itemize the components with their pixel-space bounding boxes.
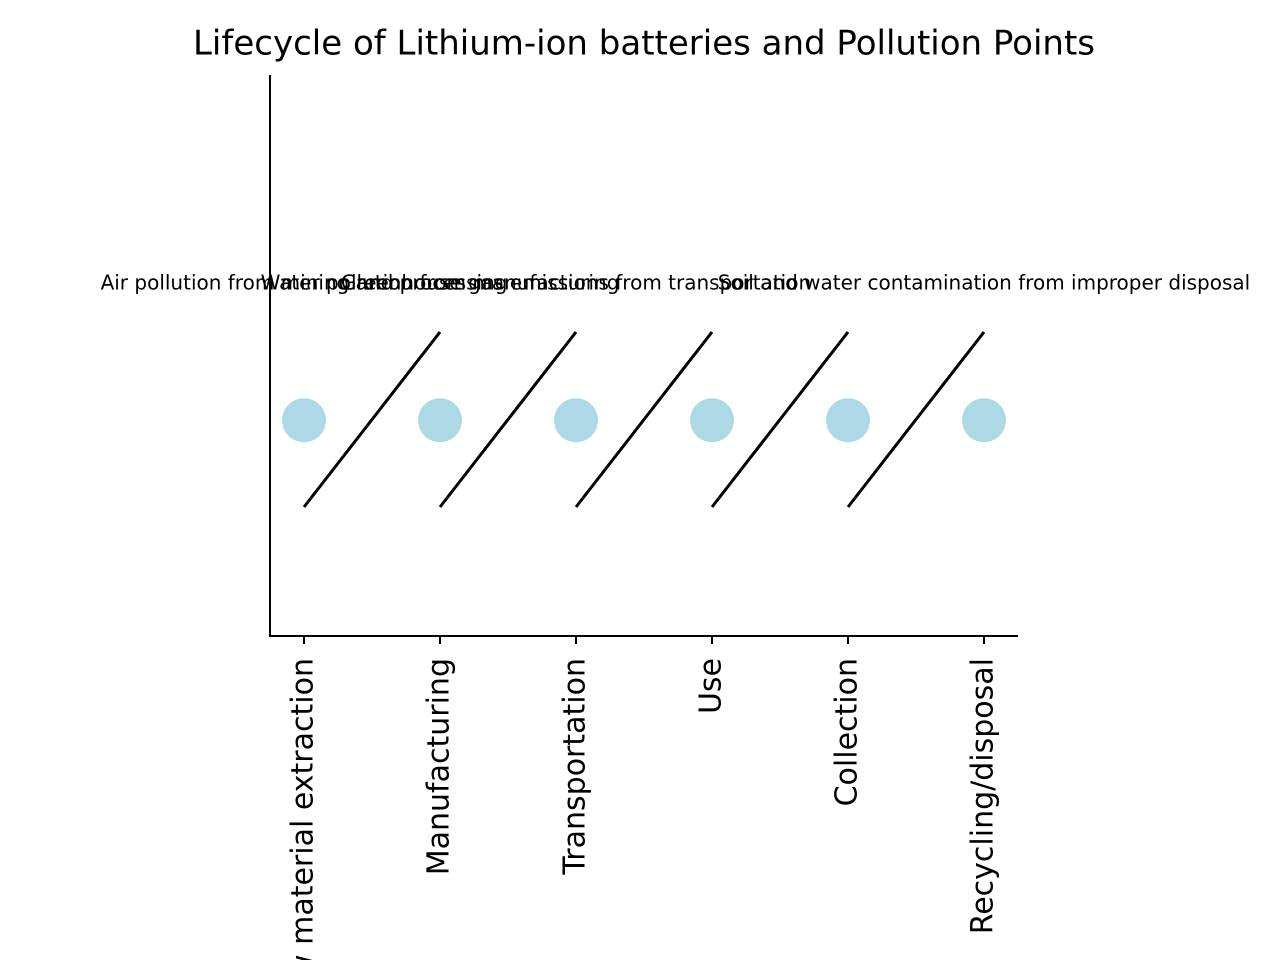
chart-title: Lifecycle of Lithium-ion batteries and P…: [193, 24, 1095, 64]
x-tick-label: Recycling/disposal: [966, 658, 1001, 934]
annotation: Greenhouse gas emissions from transporta…: [341, 271, 811, 295]
point: [826, 398, 870, 443]
connector: [302, 331, 442, 508]
annotation: Soil and water contamination from improp…: [718, 271, 1250, 295]
x-tick-label: Transportation: [558, 658, 593, 876]
x-tick-label: Collection: [830, 658, 865, 806]
connector: [710, 331, 850, 508]
point: [554, 398, 598, 443]
connector: [574, 331, 714, 508]
point: [690, 398, 734, 443]
point: [282, 398, 326, 443]
point: [418, 398, 462, 443]
x-tick-label: Manufacturing: [422, 658, 457, 875]
annotation: Air pollution from mining and processing: [101, 271, 508, 295]
x-tick-label: Raw material extraction: [286, 658, 321, 960]
connector: [438, 331, 578, 508]
connector: [846, 331, 986, 508]
annotation: Water pollution from manufacturing: [261, 271, 620, 295]
x-tick-label: Use: [694, 658, 729, 714]
point: [962, 398, 1006, 443]
